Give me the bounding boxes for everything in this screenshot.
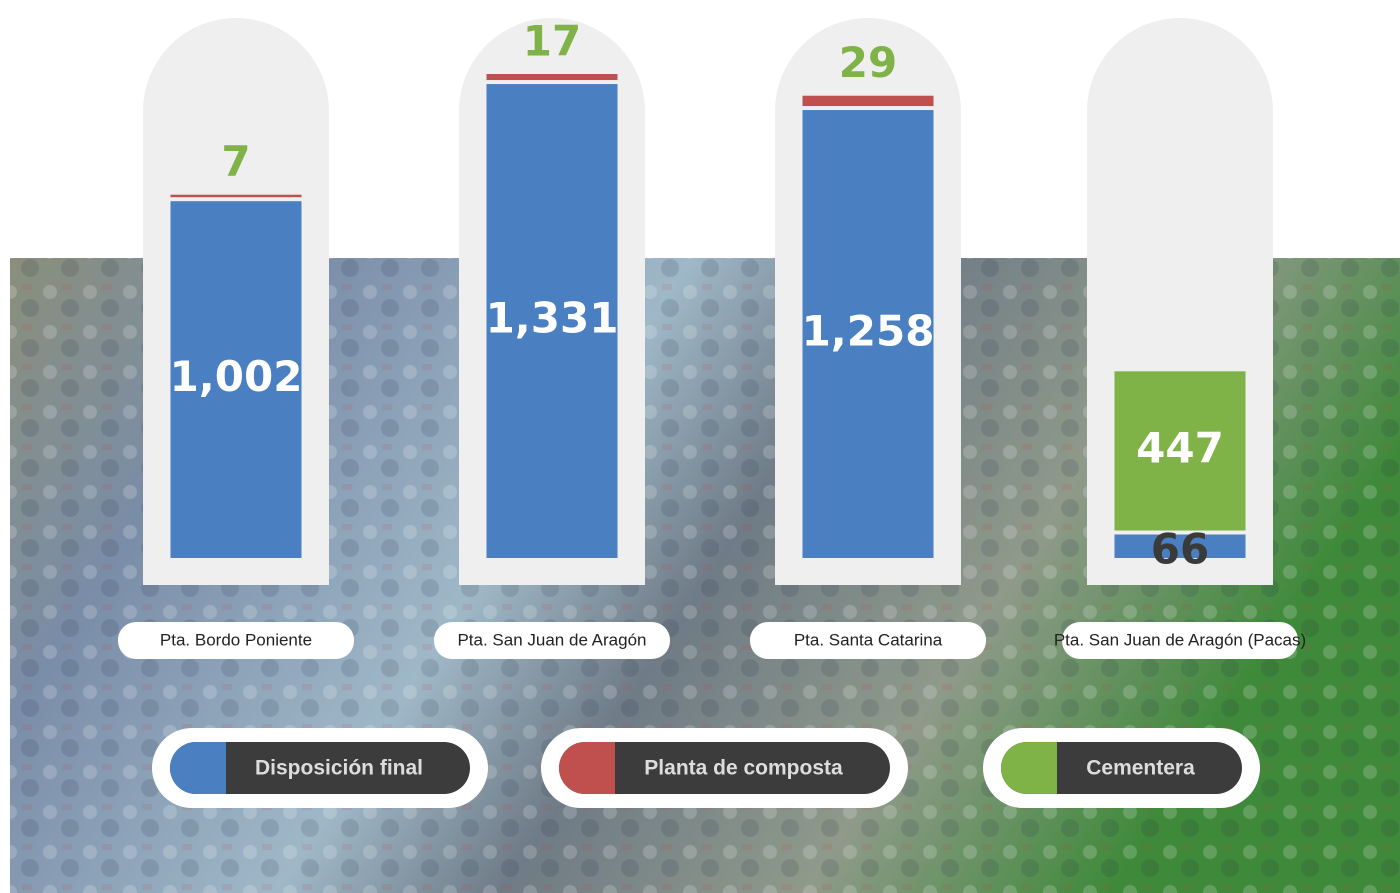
legend-label: Cementera — [1086, 757, 1195, 780]
bar-segment — [170, 201, 302, 558]
bar-segment — [802, 110, 934, 558]
category-pill — [118, 622, 354, 659]
bar-segment — [1114, 371, 1246, 531]
bar-segment — [1114, 534, 1246, 558]
category-label: Pta. Santa Catarina — [794, 630, 943, 649]
bar-segment — [170, 194, 302, 198]
value-label: 7 — [221, 137, 250, 186]
value-label: 1,331 — [486, 294, 619, 343]
legend-label: Disposición final — [255, 757, 423, 780]
legend-inner — [559, 742, 890, 794]
legend-inner — [1001, 742, 1242, 794]
value-label: 29 — [839, 38, 897, 87]
legend-inner — [170, 742, 470, 794]
category-pill — [750, 622, 986, 659]
value-label: 66 — [1151, 525, 1209, 574]
value-label: 447 — [1136, 423, 1224, 472]
legend-label: Planta de composta — [644, 757, 843, 780]
category-pill — [434, 622, 670, 659]
legend-swatch — [559, 742, 615, 794]
bar-segment — [802, 95, 934, 107]
category-pill — [1062, 622, 1298, 659]
legend-swatch — [170, 742, 226, 794]
legend-swatch — [1001, 742, 1057, 794]
category-label: Pta. Bordo Poniente — [160, 630, 312, 649]
category-label: Pta. San Juan de Aragón — [457, 630, 646, 649]
category-label: Pta. San Juan de Aragón (Pacas) — [1054, 630, 1306, 649]
value-label: 17 — [523, 17, 581, 66]
value-label: 1,258 — [802, 307, 935, 356]
bar-segment — [486, 74, 618, 81]
value-label: 1,002 — [170, 352, 303, 401]
bar-segment — [486, 84, 618, 559]
